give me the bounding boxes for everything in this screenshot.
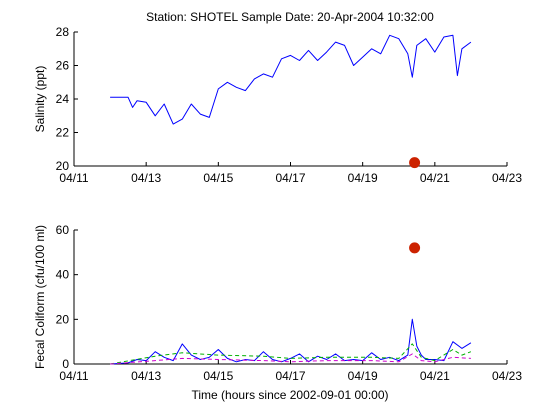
x-tick-label: 04/15 bbox=[203, 369, 233, 383]
y-axis-label: Salinity (ppt) bbox=[33, 66, 47, 133]
y-tick-label: 26 bbox=[56, 59, 70, 73]
y-tick-label: 22 bbox=[56, 126, 70, 140]
x-tick-label: 04/13 bbox=[131, 171, 161, 185]
x-axis-label: Time (hours since 2002-09-01 00:00) bbox=[192, 388, 389, 402]
x-tick-label: 04/17 bbox=[275, 171, 305, 185]
salinity-panel: 04/11 04/13 04/15 04/17 04/19 04/21 04/23 20 22 2… bbox=[33, 25, 522, 185]
series-line-1 bbox=[110, 34, 472, 125]
x-tick-label: 04/17 bbox=[275, 369, 305, 383]
x-tick-label: 04/11 bbox=[59, 369, 88, 383]
x-tick-label: 04/23 bbox=[492, 171, 522, 185]
y-tick-label: 0 bbox=[62, 357, 69, 371]
fecal-coliform-panel: 04/11 04/13 04/15 04/17 04/19 04/21 04/23 0 20 40… bbox=[33, 223, 522, 383]
y-tick-label: 20 bbox=[56, 159, 70, 173]
y-tick-label: 20 bbox=[56, 312, 70, 326]
y-axis-label: Fecal Coliform (cfu/100 ml) bbox=[33, 225, 47, 369]
x-tick-label: 04/13 bbox=[131, 369, 161, 383]
x-tick-label: 04/19 bbox=[348, 369, 378, 383]
y-tick-label: 28 bbox=[56, 25, 70, 39]
x-tick-label: 04/19 bbox=[348, 171, 378, 185]
chart-title: Station: SHOTEL Sample Date: 20-Apr-2004… bbox=[146, 10, 434, 24]
x-tick-label: 04/21 bbox=[420, 369, 450, 383]
y-tick-label: 24 bbox=[56, 92, 70, 106]
x-tick-label: 04/23 bbox=[492, 369, 522, 383]
series-line-2 bbox=[110, 343, 472, 365]
sample-point bbox=[409, 242, 421, 254]
series-line-3 bbox=[110, 353, 471, 365]
x-tick-label: 04/15 bbox=[203, 171, 233, 185]
x-tick-label: 04/21 bbox=[420, 171, 450, 185]
y-tick-label: 60 bbox=[56, 223, 70, 237]
series-line-1 bbox=[110, 318, 472, 365]
x-tick-label: 04/11 bbox=[59, 171, 88, 185]
sample-point bbox=[409, 157, 421, 169]
y-tick-label: 40 bbox=[56, 268, 70, 282]
